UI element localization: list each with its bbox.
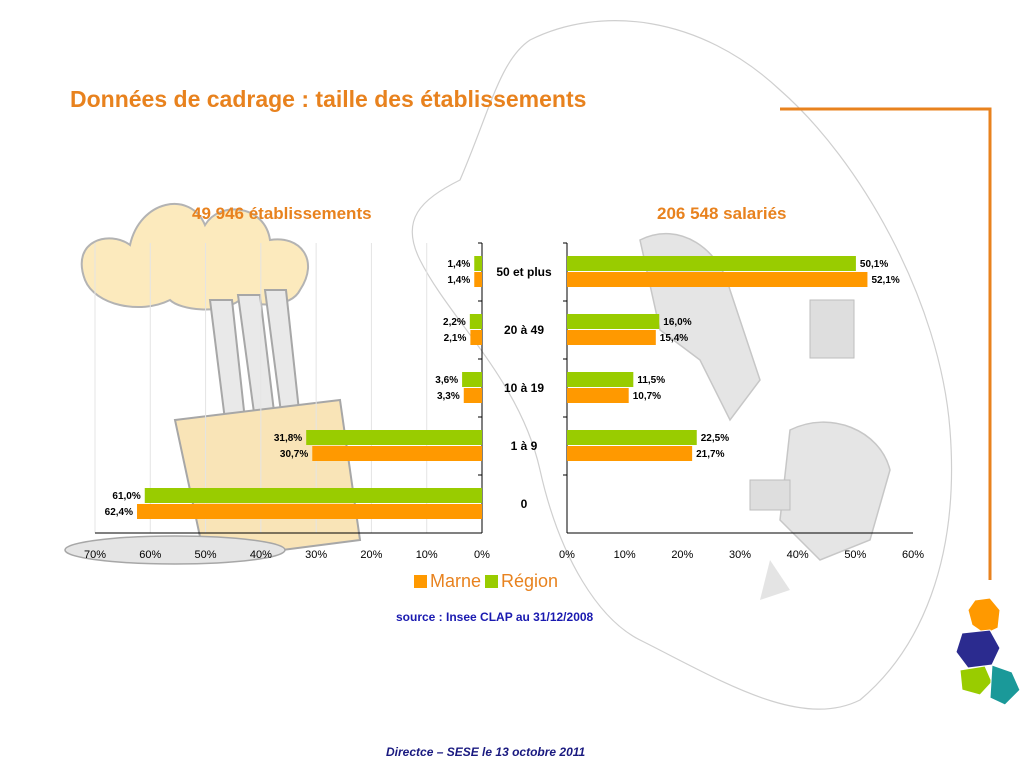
left-label-marne: 30,7% xyxy=(280,449,308,460)
right-label-region: 50,1% xyxy=(860,259,888,270)
left-label-region: 31,8% xyxy=(274,433,302,444)
right-xtick-label: 30% xyxy=(729,549,751,561)
chart-title-establishments: 49 946 établissements xyxy=(192,204,372,223)
right-bar-region xyxy=(567,430,697,445)
right-label-marne: 10,7% xyxy=(633,391,661,402)
slide-title: Données de cadrage : taille des établiss… xyxy=(70,86,587,112)
right-label-region: 11,5% xyxy=(637,375,665,386)
left-bar-region xyxy=(474,256,482,271)
category-label: 0 xyxy=(521,497,528,511)
left-bar-marne xyxy=(474,272,482,287)
right-xtick-label: 60% xyxy=(902,549,924,561)
region-map-logo xyxy=(955,597,1021,706)
left-xtick-label: 10% xyxy=(416,549,438,561)
left-xtick-label: 30% xyxy=(305,549,327,561)
right-label-marne: 52,1% xyxy=(871,275,899,286)
right-bar-marne xyxy=(567,446,693,461)
footer-note: Directce – SESE le 13 octobre 2011 xyxy=(386,745,586,759)
category-label: 1 à 9 xyxy=(511,439,538,453)
chart-title-employees: 206 548 salariés xyxy=(657,204,787,223)
right-label-region: 22,5% xyxy=(701,433,729,444)
legend-label-region: Région xyxy=(501,570,559,591)
left-xtick-label: 70% xyxy=(84,549,106,561)
left-label-marne: 2,1% xyxy=(444,333,467,344)
right-bar-marne xyxy=(567,330,656,345)
legend-label-marne: Marne xyxy=(430,570,482,591)
right-xtick-label: 20% xyxy=(671,549,693,561)
right-xtick-label: 40% xyxy=(787,549,809,561)
legend-swatch-marne xyxy=(414,574,427,588)
left-bar-region xyxy=(469,314,482,329)
left-xtick-label: 60% xyxy=(139,549,161,561)
left-bar-marne xyxy=(137,504,482,519)
legend-swatch-region xyxy=(485,574,499,588)
left-bar-marne xyxy=(463,388,482,403)
right-xtick-label: 10% xyxy=(614,549,636,561)
right-bar-marne xyxy=(567,388,629,403)
left-label-marne: 3,3% xyxy=(437,391,460,402)
left-label-region: 1,4% xyxy=(447,259,470,270)
source-note: source : Insee CLAP au 31/12/2008 xyxy=(396,610,594,624)
left-label-marne: 62,4% xyxy=(105,507,133,518)
legend-item-marne: Marne xyxy=(414,571,481,592)
left-label-marne: 1,4% xyxy=(447,275,470,286)
left-xtick-label: 40% xyxy=(250,549,272,561)
left-label-region: 2,2% xyxy=(443,317,466,328)
left-xtick-label: 50% xyxy=(195,549,217,561)
category-label: 20 à 49 xyxy=(504,323,544,337)
right-bar-region xyxy=(567,314,660,329)
left-bar-region xyxy=(144,488,482,503)
category-label: 10 à 19 xyxy=(504,381,544,395)
accent-frame-line xyxy=(780,107,992,580)
right-xtick-label: 50% xyxy=(844,549,866,561)
left-bar-region xyxy=(462,372,482,387)
legend-item-region: Région xyxy=(485,571,558,592)
outline-silhouette-shape xyxy=(411,20,953,710)
right-label-region: 16,0% xyxy=(663,317,691,328)
right-xtick-label: 0% xyxy=(559,549,575,561)
factory-illustration xyxy=(64,202,362,565)
right-label-marne: 21,7% xyxy=(696,449,724,460)
left-bar-region xyxy=(306,430,482,445)
right-label-marne: 15,4% xyxy=(660,333,688,344)
right-bar-region xyxy=(567,372,634,387)
chart-legend: Marne Région xyxy=(414,570,562,592)
left-label-region: 3,6% xyxy=(435,375,458,386)
right-bar-region xyxy=(567,256,856,271)
category-label: 50 et plus xyxy=(496,265,552,279)
left-bar-marne xyxy=(470,330,482,345)
left-label-region: 61,0% xyxy=(112,491,140,502)
right-bar-marne xyxy=(567,272,868,287)
left-xtick-label: 20% xyxy=(360,549,382,561)
left-bar-marne xyxy=(312,446,482,461)
left-xtick-label: 0% xyxy=(474,549,490,561)
